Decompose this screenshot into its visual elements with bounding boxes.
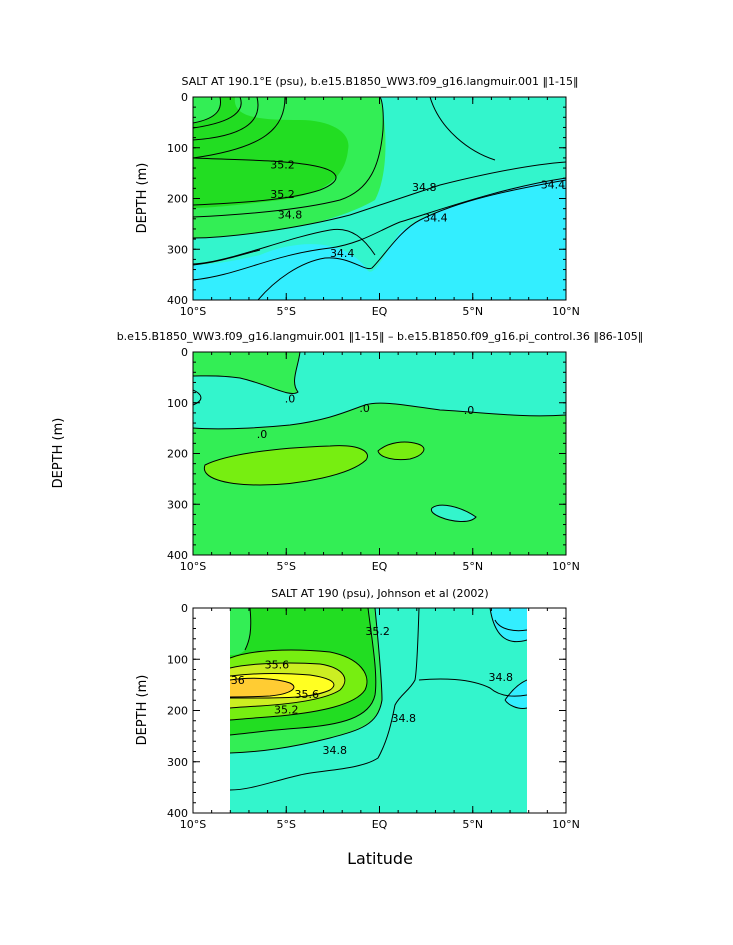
y-tick-label: 300: [167, 243, 188, 256]
y-tick-label: 100: [167, 397, 188, 410]
x-tick-label: 5°N: [462, 818, 483, 831]
contour-label: 34.8: [278, 209, 303, 222]
contour-label: .0: [285, 393, 296, 406]
y-tick-label: 100: [167, 653, 188, 666]
contour-label: 34.4: [330, 247, 355, 260]
contour-label: .0: [464, 404, 475, 417]
panel-1-axes: 10°S 5°S EQ 5°N 10°N 0 100 200 300 400: [167, 91, 580, 318]
contour-label: 34.4: [423, 211, 448, 224]
x-axis-title: Latitude: [347, 849, 413, 868]
y-tick-label: 400: [167, 549, 188, 562]
panel-2-contour-labels: .0 .0 .0 .0: [257, 393, 475, 442]
y-tick-label: 200: [167, 193, 188, 206]
y-tick-label: 200: [167, 705, 188, 718]
y-tick-label: 400: [167, 294, 188, 307]
x-tick-label: EQ: [372, 305, 388, 318]
y-tick-label: 0: [181, 602, 188, 615]
panel-2: b.e15.B1850_WW3.f09_g16.langmuir.001 ‖1-…: [51, 330, 643, 573]
x-tick-label: 5°S: [277, 305, 296, 318]
x-tick-label: 10°N: [552, 818, 580, 831]
panel-2-contours: [193, 352, 566, 522]
panel-3: SALT AT 190 (psu), Johnson et al (2002): [135, 587, 580, 831]
contour-label: 34.8: [391, 712, 416, 725]
x-tick-label: 10°S: [180, 560, 206, 573]
panel-1-contour-labels: 35.2 35.2 34.8 34.8 34.4 34.4 34.4: [270, 158, 565, 259]
panel-2-ylabel: DEPTH (m): [51, 418, 66, 489]
panel-1-field: [193, 97, 566, 300]
contour-label: 34.4: [541, 178, 566, 191]
contour-label: 36: [231, 674, 245, 687]
contour-label: 34.8: [322, 744, 347, 757]
x-tick-label: EQ: [372, 818, 388, 831]
contour-label: 35.6: [295, 688, 320, 701]
panel-3-title: SALT AT 190 (psu), Johnson et al (2002): [271, 587, 488, 600]
y-tick-label: 300: [167, 756, 188, 769]
panel-3-contour-labels: 36 35.6 35.6 35.2 35.2 34.8 34.8 34.8: [231, 625, 513, 757]
x-tick-label: 10°N: [552, 305, 580, 318]
x-tick-label: 5°S: [277, 560, 296, 573]
contour-label: 34.8: [412, 181, 437, 194]
y-tick-label: 200: [167, 448, 188, 461]
panel-2-title: b.e15.B1850_WW3.f09_g16.langmuir.001 ‖1-…: [117, 330, 644, 343]
panel-3-ylabel: DEPTH (m): [135, 675, 150, 746]
contour-label: 35.2: [365, 625, 390, 638]
contour-label: 34.8: [488, 671, 513, 684]
contour-label: 35.2: [270, 188, 295, 201]
panel-1-ylabel: DEPTH (m): [135, 163, 150, 234]
panel-1-contours: [193, 97, 566, 300]
x-tick-label: 5°N: [462, 305, 483, 318]
x-tick-label: 5°N: [462, 560, 483, 573]
contour-label: .0: [359, 402, 370, 415]
x-tick-label: 10°N: [552, 560, 580, 573]
x-tick-label: EQ: [372, 560, 388, 573]
y-tick-label: 0: [181, 91, 188, 104]
x-tick-label: 5°S: [277, 818, 296, 831]
contour-label: .0: [257, 428, 268, 441]
panel-1-title: SALT AT 190.1°E (psu), b.e15.B1850_WW3.f…: [182, 75, 579, 88]
panel-3-contours: [230, 608, 527, 791]
y-tick-label: 300: [167, 498, 188, 511]
panel-1: SALT AT 190.1°E (psu), b.e15.B1850_WW3.f…: [135, 75, 580, 318]
y-tick-label: 100: [167, 142, 188, 155]
contour-label: 35.2: [274, 703, 299, 716]
y-tick-label: 0: [181, 346, 188, 359]
x-tick-label: 10°S: [180, 305, 206, 318]
y-tick-label: 400: [167, 807, 188, 820]
panel-3-axes: 10°S 5°S EQ 5°N 10°N 0 100 200 300 400: [167, 602, 580, 831]
x-tick-label: 10°S: [180, 818, 206, 831]
contour-label: 35.6: [265, 658, 290, 671]
panel-2-axes: 10°S 5°S EQ 5°N 10°N 0 100 200 300 400: [167, 346, 580, 573]
contour-label: 35.2: [270, 158, 295, 171]
